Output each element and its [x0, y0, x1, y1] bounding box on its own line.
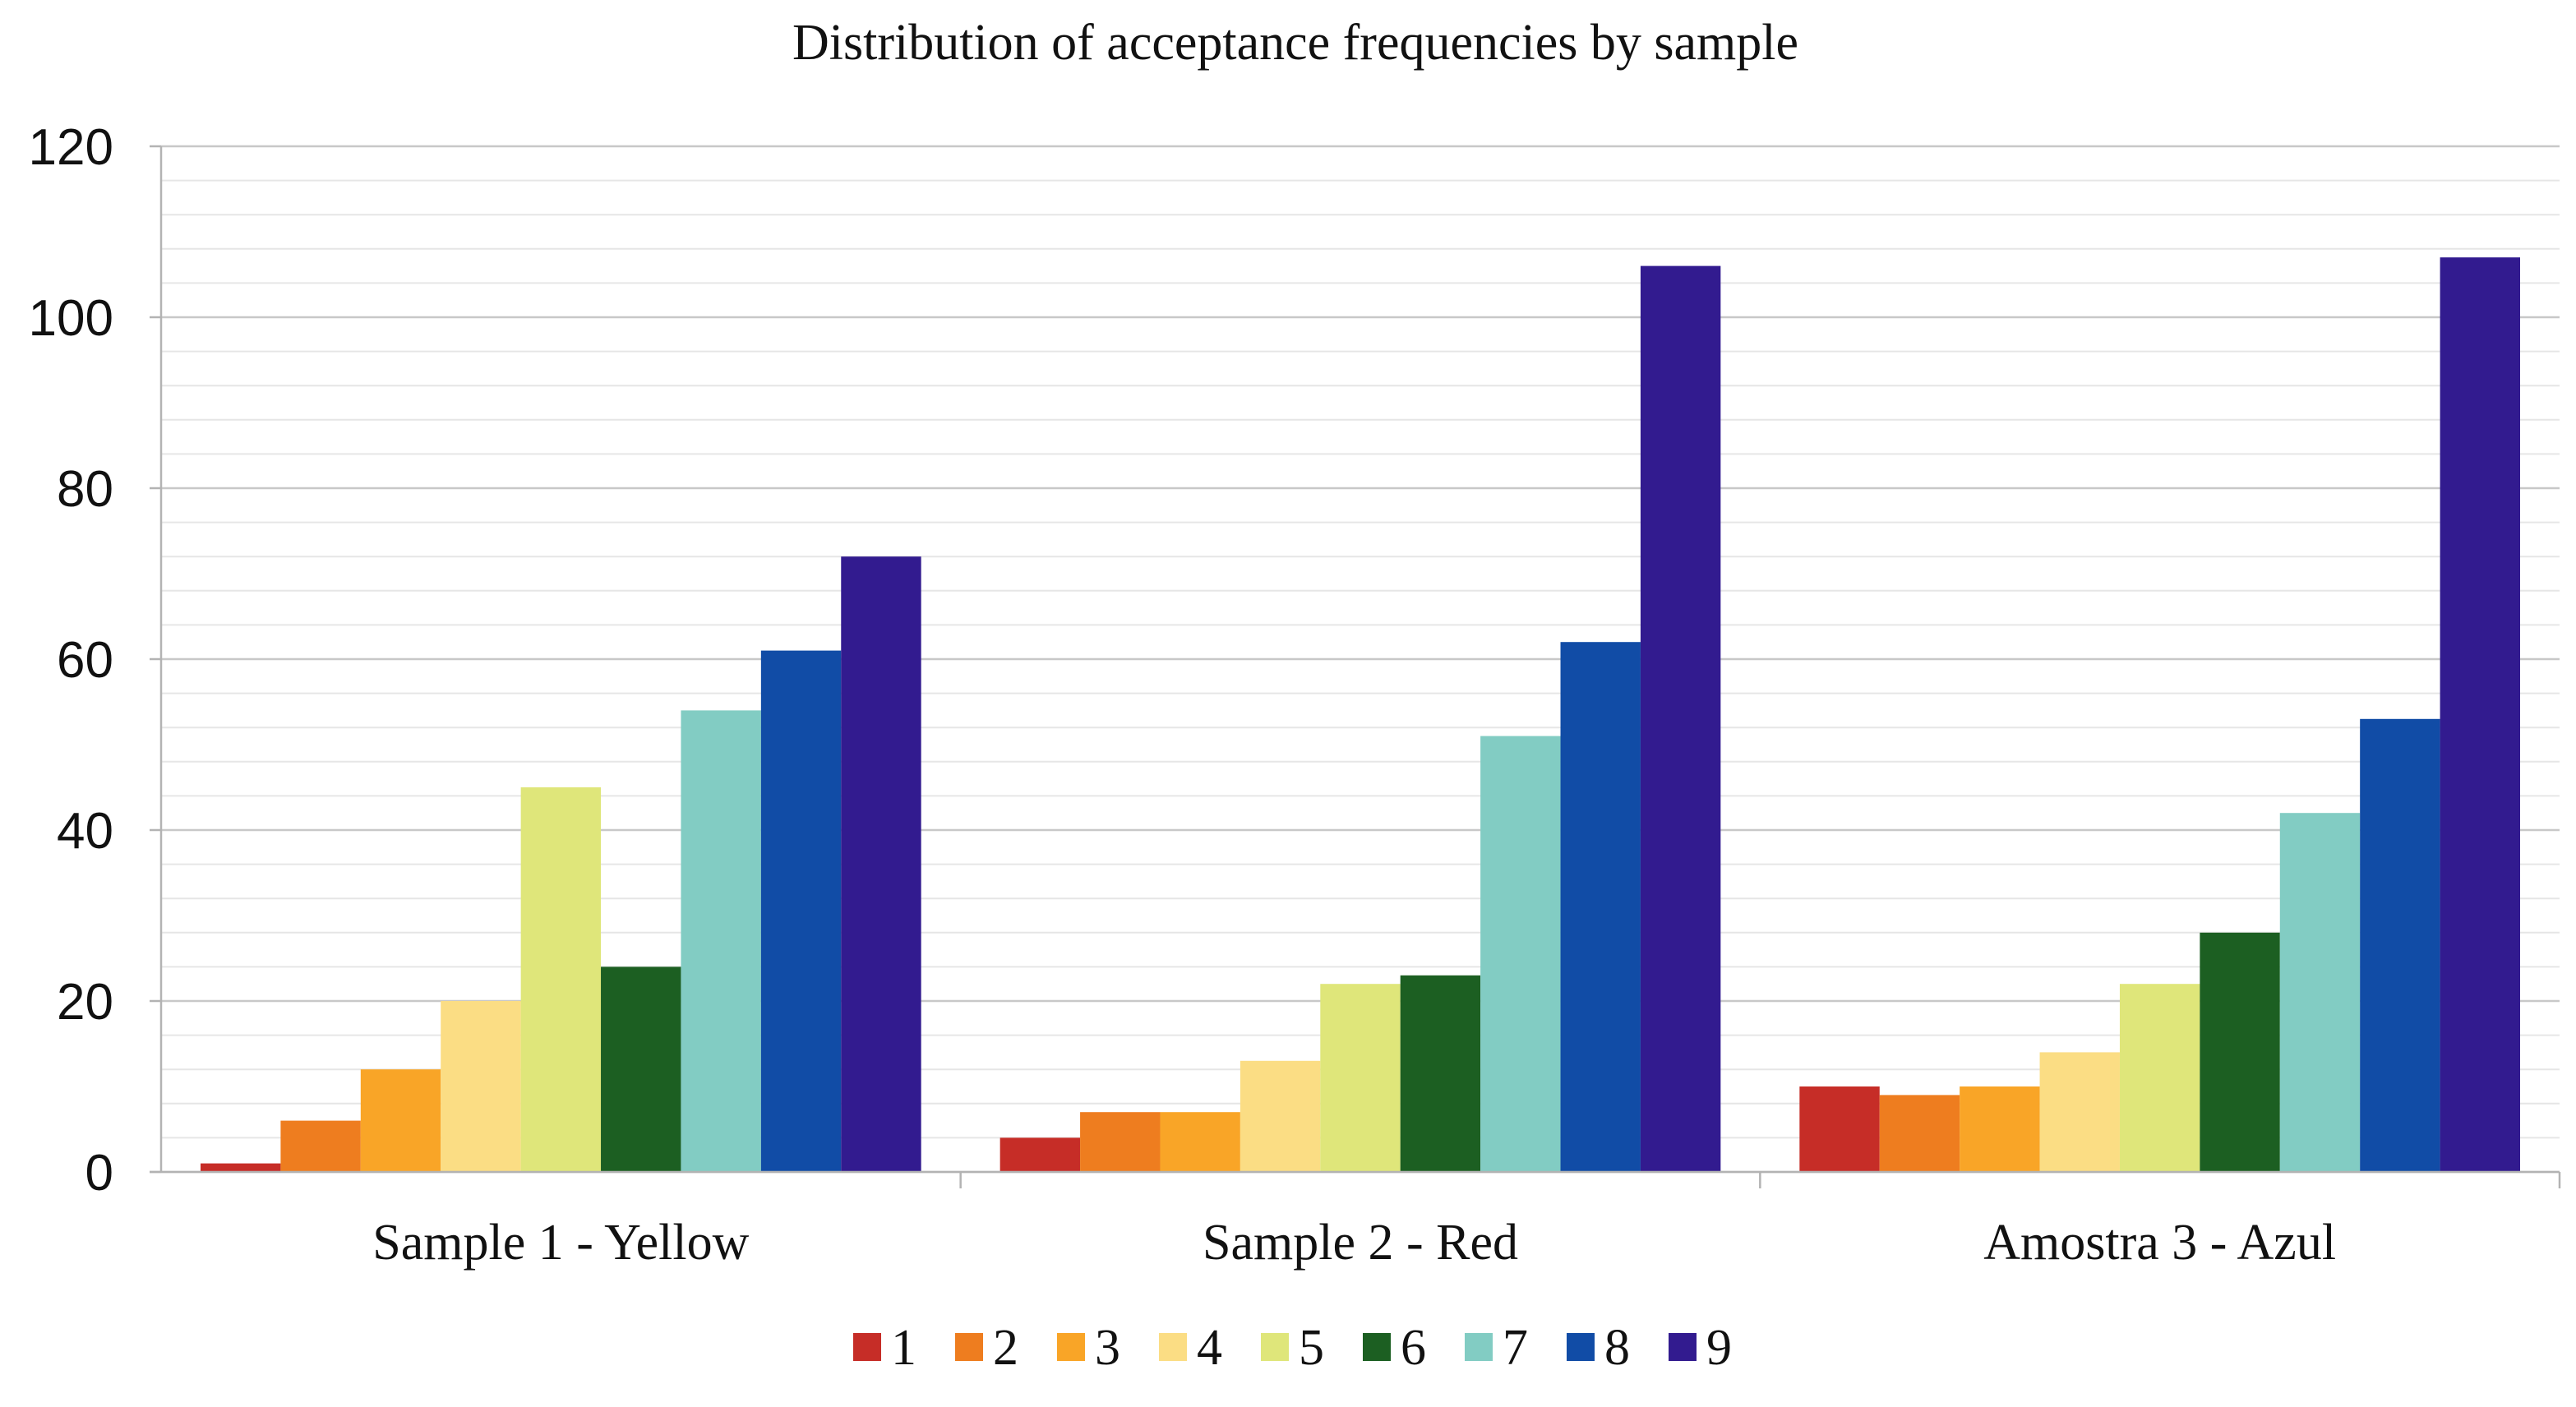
bar-4-1: [441, 1001, 521, 1172]
bar-7-3: [2279, 813, 2361, 1172]
legend-swatch: [853, 1333, 881, 1361]
bar-6-3: [2200, 932, 2280, 1172]
bar-2-3: [1879, 1095, 1960, 1172]
bar-9-1: [841, 556, 921, 1172]
y-tick-label: 0: [85, 1145, 113, 1202]
bar-4-3: [2039, 1052, 2120, 1172]
legend-label: 8: [1604, 1320, 1630, 1376]
bar-8-2: [1560, 642, 1641, 1172]
legend-label: 1: [891, 1320, 916, 1376]
x-category-label: Sample 2 - Red: [1203, 1215, 1518, 1271]
bar-2-2: [1080, 1112, 1161, 1172]
bar-6-2: [1400, 975, 1481, 1172]
legend-swatch: [955, 1333, 983, 1361]
bar-6-1: [601, 966, 681, 1172]
bar-1-2: [999, 1137, 1081, 1172]
bar-1-1: [201, 1163, 281, 1172]
bar-1-3: [1799, 1086, 1880, 1172]
legend-label: 9: [1706, 1320, 1732, 1376]
legend-label: 7: [1503, 1320, 1528, 1376]
x-category-label: Amostra 3 - Azul: [1983, 1215, 2336, 1271]
y-tick-label: 60: [57, 632, 113, 689]
y-tick-label: 120: [29, 119, 113, 176]
legend-swatch: [1465, 1333, 1493, 1361]
legend-label: 6: [1401, 1320, 1426, 1376]
legend-swatch: [1669, 1333, 1697, 1361]
bar-9-2: [1640, 265, 1721, 1173]
bar-5-2: [1320, 984, 1401, 1172]
bar-3-2: [1160, 1112, 1240, 1172]
legend-label: 4: [1197, 1320, 1222, 1376]
legend-label: 2: [993, 1320, 1018, 1376]
y-tick-label: 80: [57, 461, 113, 518]
legend-swatch: [1363, 1333, 1391, 1361]
y-tick-label: 100: [29, 290, 113, 347]
legend-swatch: [1261, 1333, 1289, 1361]
legend-label: 3: [1095, 1320, 1120, 1376]
bar-7-1: [681, 710, 761, 1172]
bar-9-3: [2440, 257, 2520, 1173]
bar-8-1: [760, 650, 842, 1172]
bar-3-1: [360, 1069, 441, 1172]
legend: 1 2 3 4 5 6 7 8 9: [853, 1320, 1732, 1376]
bar-4-2: [1240, 1060, 1321, 1172]
legend-label: 5: [1299, 1320, 1324, 1376]
axis-layer: 0 20 40 60 80 100 120 Sample 1 - Yellow Sample 2…: [29, 119, 2561, 1271]
legend-swatch: [1567, 1333, 1595, 1361]
bar-3-3: [1960, 1086, 2040, 1172]
y-tick-label: 40: [57, 803, 113, 860]
y-tick-label: 20: [57, 974, 113, 1031]
bar-layer: [201, 257, 2520, 1173]
bar-5-1: [520, 787, 602, 1172]
x-category-label: Sample 1 - Yellow: [372, 1215, 749, 1271]
legend-swatch: [1057, 1333, 1085, 1361]
legend-swatch: [1159, 1333, 1187, 1361]
bar-7-2: [1480, 736, 1561, 1172]
bar-8-3: [2360, 718, 2440, 1172]
bar-2-1: [280, 1120, 361, 1172]
chart-title: Distribution of acceptance frequencies b…: [792, 15, 1798, 71]
bar-5-3: [2119, 984, 2200, 1172]
